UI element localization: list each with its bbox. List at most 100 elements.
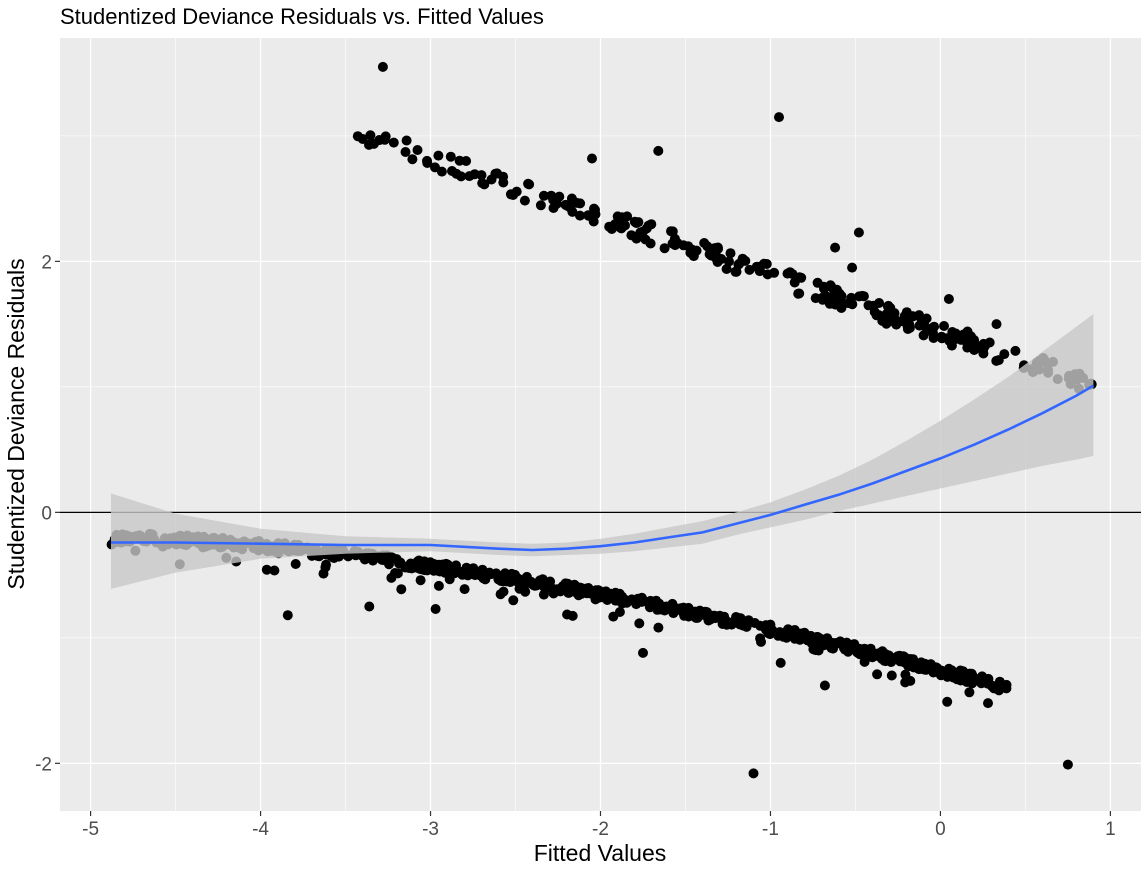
residual-point [883,300,894,311]
residual-point [630,217,641,228]
residual-point [290,559,301,569]
residual-point [824,298,835,309]
residual-point [964,668,975,679]
residual-point [942,696,953,707]
residual-point [1062,759,1073,770]
residual-point [505,189,516,200]
residual-point [377,61,388,72]
residual-point [384,559,394,570]
residual-point [929,321,940,332]
residual-point [688,251,699,262]
residual-point [560,578,571,589]
residual-point [576,588,587,599]
residual-point [433,150,444,161]
residual-point [874,298,885,308]
x-axis: -5 -4 -3 -2 -1 0 1 [82,811,1116,840]
residual-point [597,591,608,602]
residual-point [620,220,630,231]
x-tick-label: -5 [82,819,99,840]
residual-point [904,322,915,333]
residual-point [459,584,470,595]
residual-point [417,561,428,572]
residual-point [388,137,399,148]
residual-point [678,240,689,251]
residual-point [914,320,925,331]
residual-point [826,282,837,293]
residual-point [814,638,825,649]
residual-point [830,242,841,253]
residual-point [773,630,784,641]
residual-point [626,230,637,241]
residual-point [872,669,883,680]
residual-point [490,168,501,179]
x-tick-label: -1 [762,819,779,840]
residual-point [965,331,976,342]
residual-point [367,555,378,566]
residual-point [546,190,557,201]
residual-point [831,638,842,648]
residual-point [621,597,632,608]
residual-point [902,659,913,670]
y-axis-title: Studentized Deviance Residuals [3,258,29,589]
residual-point [721,264,732,274]
residual-point [364,601,375,612]
residual-point [781,632,792,643]
residual-point [928,667,939,678]
residual-point [401,135,412,146]
residual-point [793,288,804,299]
residual-point [762,269,773,280]
residual-point [634,618,645,629]
residual-point [785,267,795,278]
residual-point [538,190,549,201]
residual-point [775,657,786,668]
residual-point [606,224,617,234]
residual-point [901,307,912,318]
residual-point [653,622,664,633]
residual-point [638,647,648,658]
residual-point [396,584,407,595]
residual-point [464,171,475,182]
residual-point [476,567,487,578]
residual-point [436,563,447,574]
residual-point [605,588,616,599]
residual-point [880,656,891,667]
residual-point [877,315,888,326]
residual-point [834,288,845,299]
residual-point [991,355,1002,366]
residual-point [928,333,939,343]
residual-point [445,151,456,162]
residual-point [863,300,874,311]
residual-point [955,675,966,686]
residual-point [422,158,433,168]
residual-point [853,227,864,238]
x-tick-label: 1 [1105,819,1116,840]
residual-point [692,608,703,619]
residual-point [510,569,520,580]
residual-point [733,612,744,623]
residual-point [983,698,993,709]
x-axis-title: Fitted Values [534,840,667,866]
residual-point [430,604,441,614]
residual-point [476,170,487,181]
residual-point [536,579,547,589]
residual-point [679,610,690,621]
residual-point [979,341,990,352]
residual-point [660,603,670,614]
residual-point [368,138,379,149]
residual-point [589,590,600,601]
residual-point [569,579,580,590]
residual-point [942,671,953,682]
residual-point [318,568,329,579]
x-tick-label: -4 [252,819,269,840]
residual-point [751,261,762,272]
residual-point [886,670,897,681]
residual-point [551,198,562,209]
residual-point [755,620,766,631]
residual-point [713,243,723,254]
residual-point [587,153,597,164]
residual-point [716,254,727,264]
y-axis: -2 0 2 [35,252,60,775]
residual-point [519,195,530,206]
residual-point [913,664,924,675]
residual-point [898,651,909,662]
